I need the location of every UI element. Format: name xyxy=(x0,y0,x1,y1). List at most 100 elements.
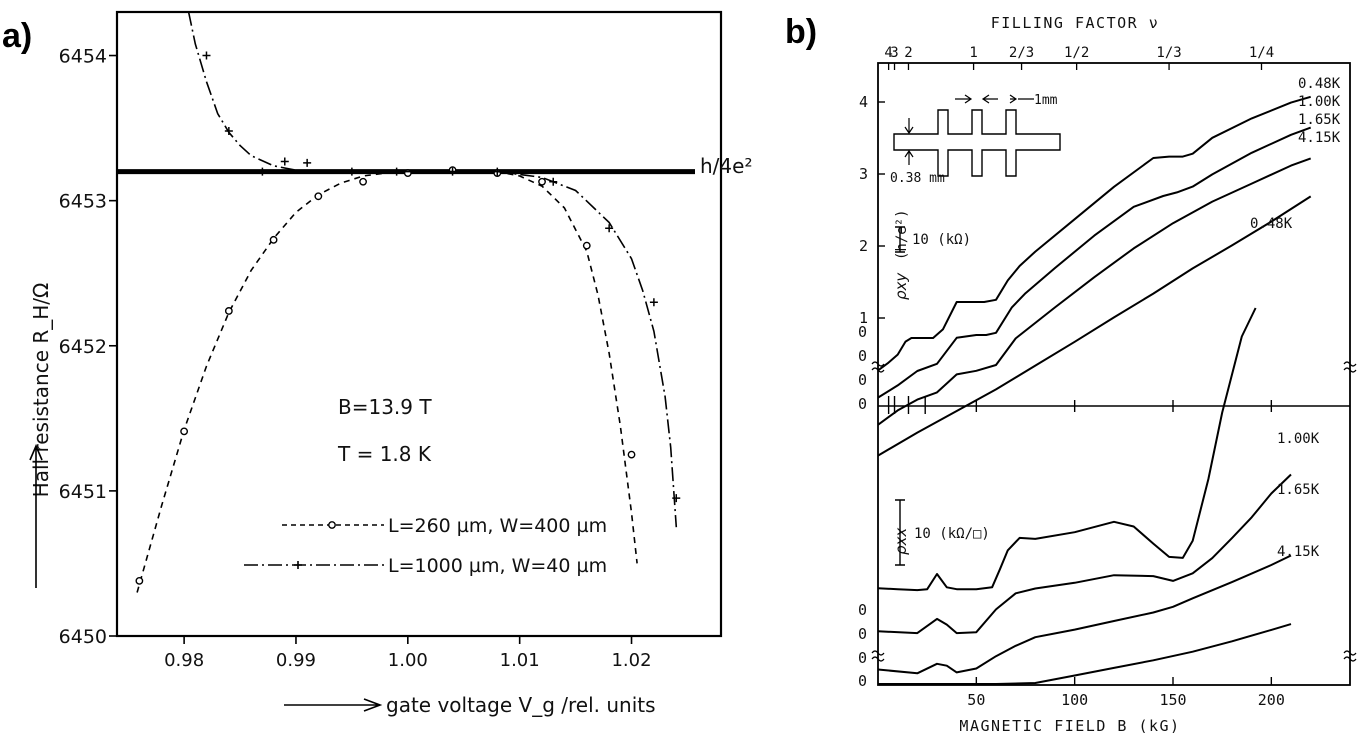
data-point-plus xyxy=(258,167,267,176)
data-point-plus xyxy=(649,298,658,307)
rho-xy-axis-label: ρxy (h/e²) xyxy=(892,209,910,300)
y-axis-title-text: Hall resistance R_H/Ω xyxy=(29,283,53,498)
data-point-circle xyxy=(224,307,233,315)
y-tick-label: 2 xyxy=(859,237,868,255)
data-point-circle xyxy=(359,177,367,186)
x-tick-label: 50 xyxy=(967,691,985,709)
panel-a-series xyxy=(135,11,681,593)
plateau-label: h/4e² xyxy=(700,154,752,178)
temperature-labels: 0.48K 1.00K 1.65K 4.15K 0.48K 1.00K 1.65K 4.15K xyxy=(1250,76,1341,560)
data-point-circle xyxy=(314,192,323,201)
x-tick-label: 0.98 xyxy=(164,650,204,671)
rho-xy-temp-label: 4.15K xyxy=(1298,130,1341,146)
y-tick-label: 6454 xyxy=(59,46,107,68)
data-point-plus xyxy=(280,157,289,166)
rho-xx-scale-label: 10 (kΩ/□) xyxy=(914,526,990,542)
annotation-field: B=13.9 T xyxy=(338,395,432,419)
y-axis-arrow-icon xyxy=(29,443,43,588)
width-dimension-arrows xyxy=(955,94,1016,104)
zero-label-xx: 0 xyxy=(858,672,867,690)
data-point-plus xyxy=(448,167,457,176)
y-tick-label: 1 xyxy=(859,309,868,327)
x-axis-title-b: MAGNETIC FIELD B (kG) xyxy=(959,717,1180,735)
top-axis-title: FILLING FACTOR ν xyxy=(991,14,1160,32)
top-tick-label: 4 xyxy=(884,45,892,61)
top-tick-label: 1/3 xyxy=(1156,45,1181,61)
top-tick-label: 3 xyxy=(890,45,898,61)
y-tick-label: 3 xyxy=(859,165,868,183)
y-tick-label: 6451 xyxy=(59,481,107,503)
x-tick-label: 1.01 xyxy=(500,650,540,671)
rho-xx-symbol: ρxx xyxy=(892,528,910,555)
x-axis-arrow-icon xyxy=(284,698,383,712)
zero-label-xy: 0 xyxy=(858,395,867,413)
rho-xx-temp-label: 0.48K xyxy=(1250,216,1293,232)
legend-circle-marker xyxy=(328,521,336,529)
panel-b-label: b) xyxy=(785,13,817,51)
zero-offset-labels: 0 0 0 0 0 0 0 0 xyxy=(858,323,867,690)
legend-label-2: L=1000 µm, W=40 µm xyxy=(388,555,607,577)
x-tick-label: 1.00 xyxy=(388,650,428,671)
rho-xy-temp-label: 1.00K xyxy=(1298,94,1341,110)
data-point-plus xyxy=(303,158,312,167)
panel-b-frame xyxy=(877,62,1351,686)
top-tick-label: 2 xyxy=(904,45,912,61)
rho-xx-axis-label: ρxx xyxy=(892,528,910,555)
data-point-circle xyxy=(269,235,278,244)
zero-label-xx: 0 xyxy=(858,649,867,667)
panel-b-curves xyxy=(877,95,1312,685)
panel-a-frame xyxy=(115,10,723,638)
rho-xy-unit: (h/e²) xyxy=(894,209,910,260)
rho-xx-curve-4.15K xyxy=(878,623,1292,685)
rho-xx-curve-1.65K xyxy=(877,554,1292,675)
y-tick-label: 4 xyxy=(859,93,868,111)
zero-label-xy: 0 xyxy=(858,347,867,365)
x-axis-title: gate voltage V_g /rel. units xyxy=(386,693,656,717)
rho-xy-curve-4.15K xyxy=(877,195,1312,457)
rho-xx-curve-0.48K xyxy=(877,307,1257,592)
series-curve-2 xyxy=(187,11,678,528)
panel-a: a) 0.98 0.99 1.00 1.01 1.02 6450 6451 6452 6453 6… xyxy=(2,10,752,717)
data-point-plus xyxy=(605,224,614,233)
hall-bar-shape xyxy=(893,109,1061,177)
x-tick-label: 100 xyxy=(1061,691,1088,709)
y-tick-label: 6450 xyxy=(59,626,107,648)
top-tick-label: 1 xyxy=(969,45,977,61)
inset-height-label: 0.38 mm xyxy=(890,171,945,186)
rho-xy-symbol: ρxy xyxy=(892,272,910,300)
data-point-circle xyxy=(582,241,591,250)
panel-a-ticks: 0.98 0.99 1.00 1.01 1.02 6450 6451 6452 6453 6454 xyxy=(59,46,652,671)
data-point-plus xyxy=(224,126,233,135)
data-point-circle xyxy=(180,427,189,436)
data-point-plus xyxy=(549,177,558,186)
annotation-temperature: T = 1.8 K xyxy=(337,442,432,466)
zero-label-xy: 0 xyxy=(858,371,867,389)
legend: L=260 µm, W=400 µm L=1000 µm, W=40 µm xyxy=(244,515,607,577)
x-tick-label: 150 xyxy=(1159,691,1186,709)
axis-break-icon xyxy=(1343,361,1357,373)
rho-xx-temp-label: 1.65K xyxy=(1277,482,1320,498)
data-point-circle xyxy=(627,450,636,459)
rho-xy-scale-bar xyxy=(895,226,905,253)
rho-xx-scale-bar xyxy=(895,499,905,566)
top-tick-label: 1/2 xyxy=(1064,45,1089,61)
height-dimension-arrows xyxy=(904,118,914,165)
rho-xy-temp-label: 1.65K xyxy=(1298,112,1341,128)
rho-xx-curve-1.00K xyxy=(877,473,1292,635)
x-tick-label: 0.99 xyxy=(276,650,316,671)
rho-xx-temp-label: 1.00K xyxy=(1277,431,1320,447)
rho-xy-temp-label: 0.48K xyxy=(1298,76,1341,92)
rho-xy-curve-1.00K xyxy=(877,126,1312,399)
data-point-plus xyxy=(202,51,211,60)
y-tick-label: 6452 xyxy=(59,336,107,358)
panel-a-label: a) xyxy=(2,17,32,55)
zero-label-xx: 0 xyxy=(858,625,867,643)
data-point-circle xyxy=(538,177,546,186)
legend-label-1: L=260 µm, W=400 µm xyxy=(388,515,607,537)
data-point-plus xyxy=(392,167,401,176)
legend-plus-marker xyxy=(294,561,302,569)
y-axis-title: Hall resistance R_H/Ω xyxy=(29,283,53,498)
